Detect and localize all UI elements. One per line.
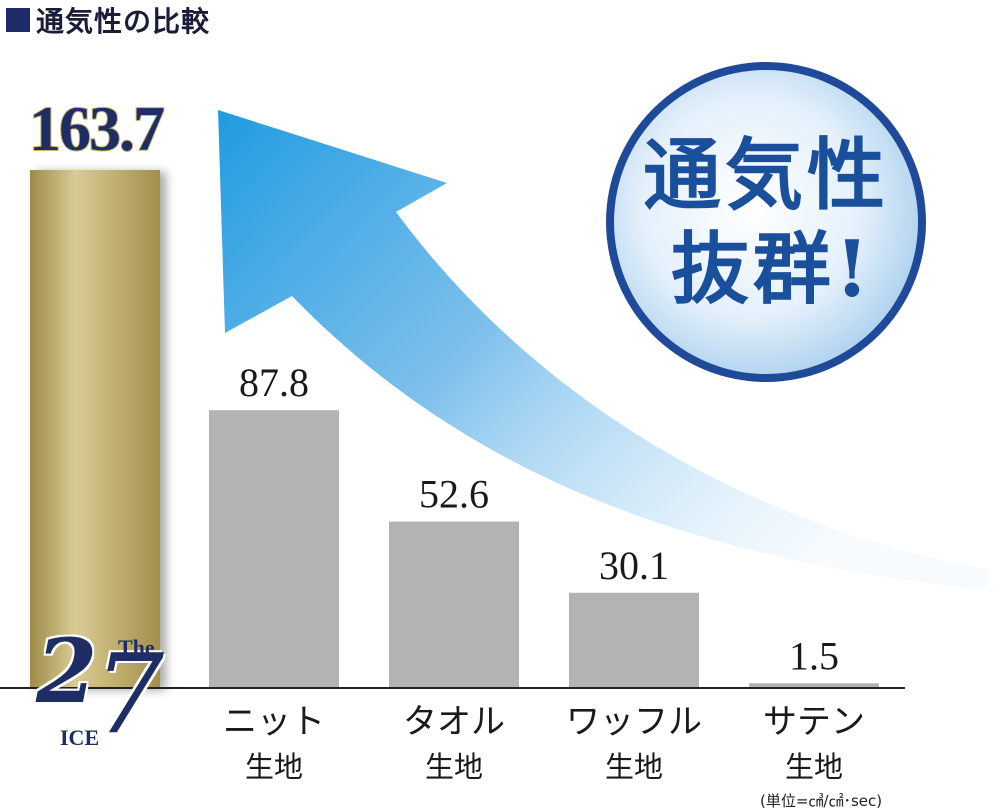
category-sublabel-4: 生地	[785, 750, 843, 784]
badge-line2: 抜群!	[671, 224, 873, 315]
bar-0	[30, 170, 160, 688]
chart-title-text: 通気性の比較	[36, 5, 211, 38]
value-label-1: 87.8	[239, 360, 309, 405]
category-label-3: ワッフル	[566, 702, 702, 742]
bar-1	[209, 410, 339, 688]
category-label-2: タオル	[403, 702, 505, 742]
bars-group	[30, 170, 879, 688]
value-label-4: 1.5	[789, 633, 839, 678]
badge-circle	[614, 70, 918, 374]
value-label-2: 52.6	[419, 472, 489, 517]
category-label-4: サテン	[763, 702, 865, 742]
logo-ice: ICE	[60, 725, 100, 750]
category-label-1: ニット	[223, 702, 325, 742]
the-27-ice-logo: 2 7 The ICE	[30, 627, 164, 773]
logo-two: 2	[36, 619, 98, 723]
category-sublabel-2: 生地	[425, 750, 483, 784]
curved-arrow	[218, 110, 990, 590]
category-sublabel-3: 生地	[605, 750, 663, 784]
logo-the: The	[118, 635, 155, 660]
category-sublabel-1: 生地	[245, 750, 303, 784]
title-square-icon	[6, 8, 30, 32]
badge-line1: 通気性	[643, 130, 889, 221]
unit-label: (単位=㎤/㎠･sec)	[760, 792, 883, 810]
bar-4	[749, 683, 879, 688]
bar-3	[569, 592, 699, 688]
badge: 通気性 抜群!	[606, 62, 926, 382]
bar-2	[389, 521, 519, 688]
value-label-0: 163.7	[29, 93, 164, 164]
value-label-3: 30.1	[599, 543, 669, 588]
value-labels-group: 163.7 87.8 52.6 30.1 1.5	[28, 92, 839, 678]
chart-title: 通気性の比較	[6, 2, 210, 38]
logo-seven: 7	[94, 630, 164, 758]
